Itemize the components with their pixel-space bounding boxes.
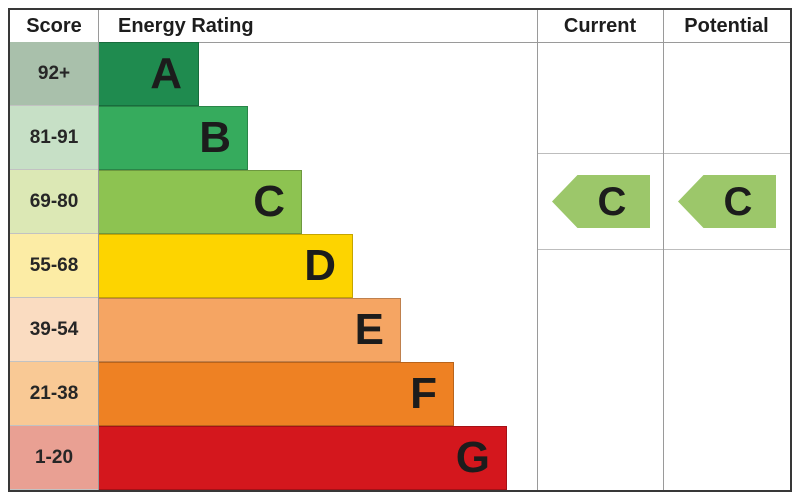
rating-bar-a: A — [98, 42, 199, 106]
header-divider-line — [10, 42, 790, 43]
current-potential-divider-line — [663, 10, 664, 490]
rating-bar-f: F — [98, 362, 454, 426]
rating-letter-e: E — [354, 305, 384, 354]
rating-letter-b: B — [199, 113, 231, 162]
rating-bar-d: D — [98, 234, 353, 298]
rating-bar-b: B — [98, 106, 248, 170]
score-range-label: 39-54 — [29, 318, 79, 340]
score-range-label: 55-68 — [29, 254, 79, 276]
rating-letter-f: F — [410, 369, 437, 418]
rating-letter-c: C — [253, 177, 285, 226]
rating-table: Score Energy Rating Current Potential 92… — [8, 8, 792, 492]
score-cell-d: 55-68 — [10, 234, 98, 298]
score-range-label: 69-80 — [29, 190, 79, 212]
current-potential-arrow-band: C C — [537, 153, 790, 250]
potential-column-header: Potential — [684, 14, 769, 37]
score-range-label: 21-38 — [29, 382, 79, 404]
potential-rating-letter: C — [723, 179, 753, 224]
rating-letter-a: A — [150, 49, 182, 98]
score-energy-divider-line — [98, 10, 99, 490]
score-cell-c: 69-80 — [10, 170, 98, 234]
current-column-header: Current — [563, 14, 637, 37]
score-cell-b: 81-91 — [10, 106, 98, 170]
rating-bar-g: G — [98, 426, 507, 490]
rating-bar-e: E — [98, 298, 401, 362]
current-rating-arrow: C — [552, 175, 650, 228]
score-column-header: Score — [26, 14, 82, 37]
score-cell-a: 92+ — [10, 42, 98, 106]
potential-rating-arrow: C — [678, 175, 776, 228]
rating-bar-c: C — [98, 170, 302, 234]
energy-rating-column-header: Energy Rating — [118, 14, 254, 37]
current-rating-letter: C — [597, 179, 627, 224]
score-cell-g: 1-20 — [10, 426, 98, 490]
score-range-label: 1-20 — [34, 446, 74, 468]
score-cell-f: 21-38 — [10, 362, 98, 426]
score-cell-e: 39-54 — [10, 298, 98, 362]
energy-current-divider-line — [537, 10, 538, 490]
rating-letter-d: D — [304, 241, 336, 290]
rating-letter-g: G — [455, 433, 490, 482]
score-range-label: 81-91 — [29, 126, 79, 148]
score-range-label: 92+ — [37, 62, 71, 84]
